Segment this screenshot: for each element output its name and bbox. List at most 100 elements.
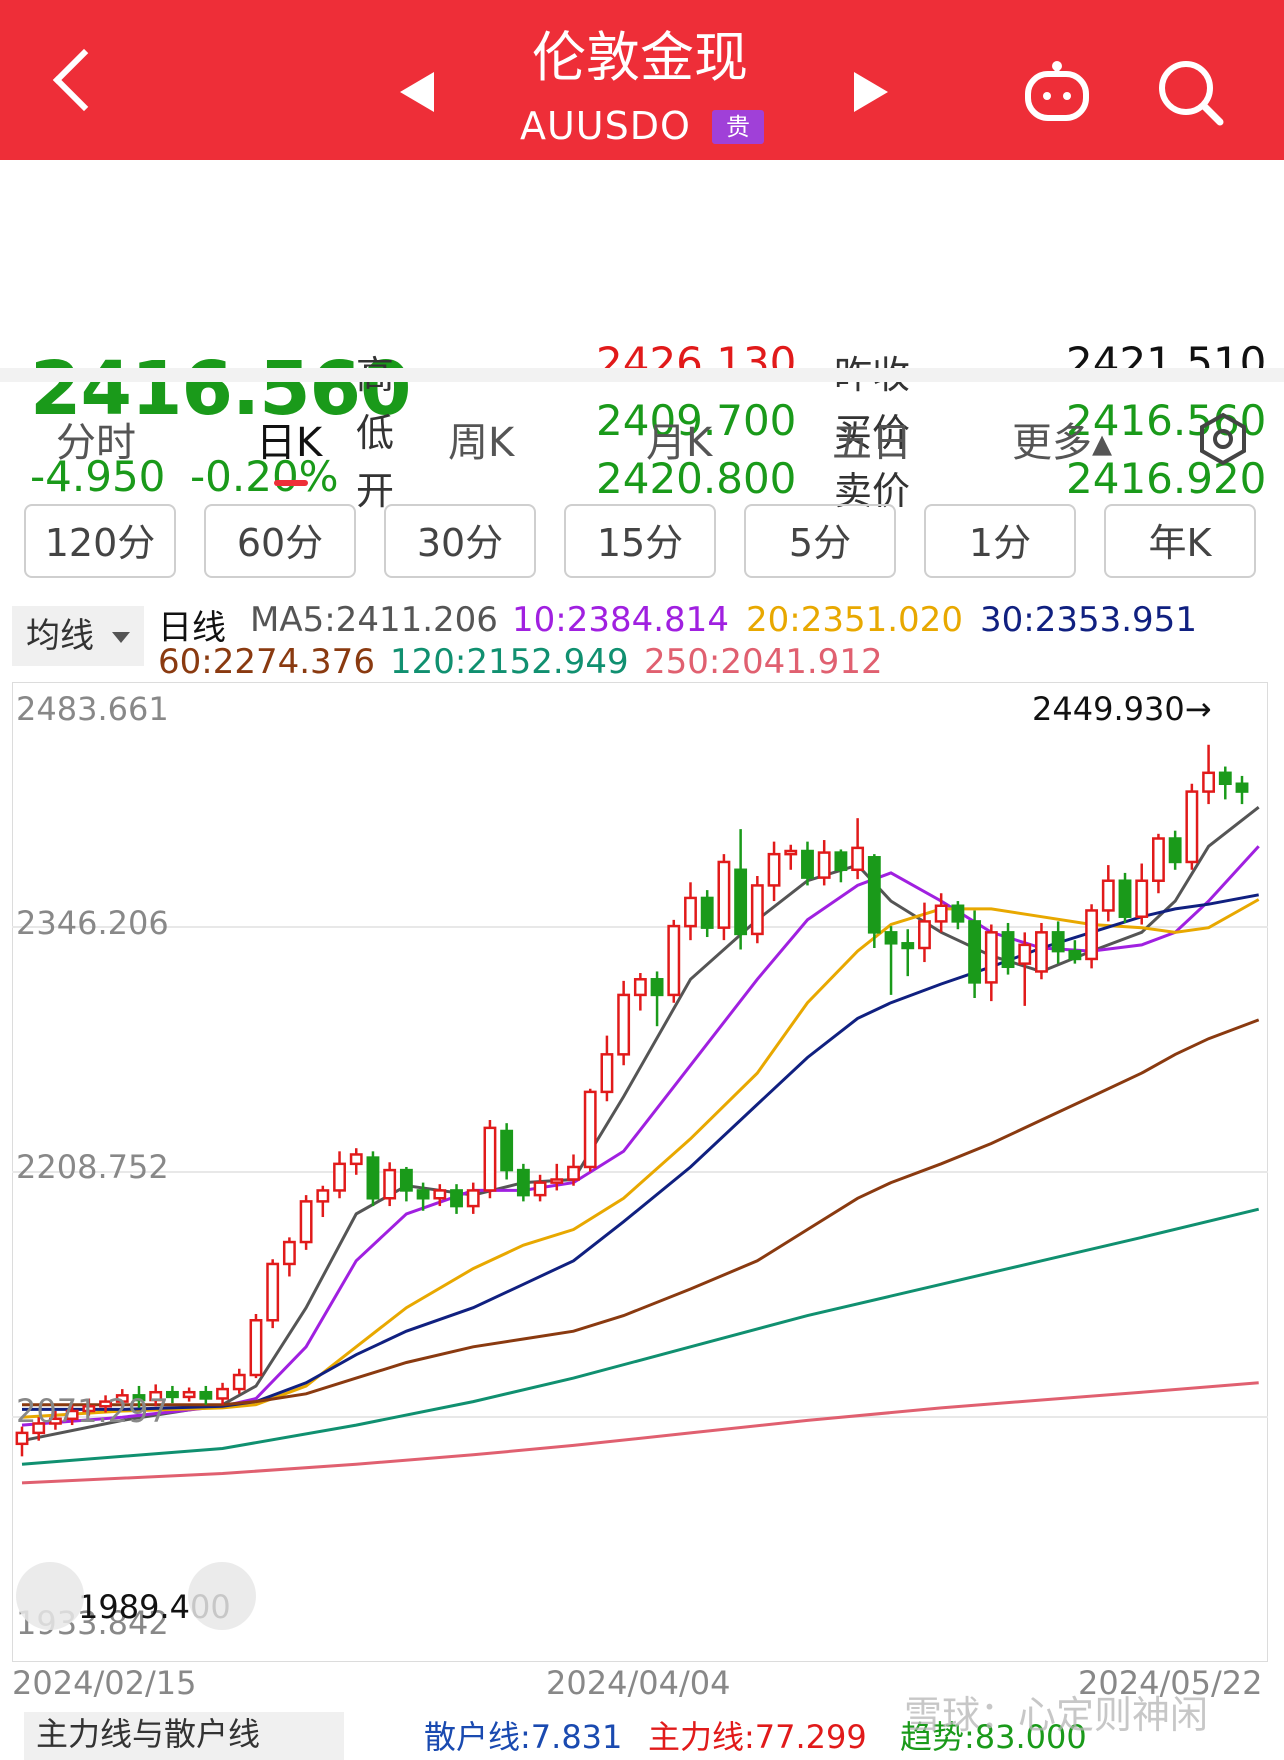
candle: [984, 924, 998, 1002]
candle: [299, 1195, 313, 1250]
y-axis-label: 2346.206: [16, 904, 169, 942]
candle-body: [901, 942, 915, 950]
candle: [968, 910, 982, 999]
candle: [901, 929, 915, 977]
section-divider: [0, 368, 1284, 382]
candle-body: [1085, 909, 1099, 961]
candle-body: [1135, 879, 1149, 918]
ma-line-ma20: [21, 898, 1260, 1419]
back-icon[interactable]: [52, 48, 116, 112]
candle: [934, 893, 948, 933]
price-change: -4.950: [30, 452, 166, 501]
candle-body: [817, 851, 831, 879]
y-axis-label: 2208.752: [16, 1148, 169, 1186]
candle: [1018, 932, 1032, 1006]
period-30min-button[interactable]: 30分: [384, 504, 536, 578]
candle-body: [1152, 837, 1165, 882]
candle-body: [583, 1090, 597, 1169]
last-price: 2416.560: [30, 346, 412, 432]
prev-icon[interactable]: [400, 72, 434, 112]
caret-down-icon: [112, 632, 130, 643]
candle: [851, 818, 865, 880]
next-icon[interactable]: [854, 72, 888, 112]
watermark: 雪球：心定则神闲: [904, 1693, 1209, 1737]
candle: [416, 1182, 430, 1211]
tab-weekly-k[interactable]: 周K: [448, 420, 515, 466]
candle: [216, 1382, 229, 1405]
candle: [149, 1384, 163, 1407]
period-15min-button[interactable]: 15分: [564, 504, 716, 578]
candle: [483, 1120, 497, 1199]
candle-body: [633, 978, 647, 997]
ma-title: 日线: [158, 608, 226, 648]
period-5min-button[interactable]: 5分: [744, 504, 896, 578]
period-60min-button[interactable]: 60分: [204, 504, 356, 578]
candle: [182, 1387, 196, 1402]
candle-body: [132, 1394, 146, 1402]
candle: [1035, 922, 1048, 980]
candle-body: [834, 851, 848, 872]
candle: [1118, 872, 1132, 923]
open-value: 2420.800: [596, 454, 797, 503]
active-tab-indicator: [274, 480, 308, 486]
candle: [884, 926, 898, 995]
tab-more[interactable]: 更多▴: [1012, 420, 1113, 466]
candle: [115, 1389, 129, 1408]
retail-line-value: 散户线:7.831: [424, 1718, 623, 1756]
period-120min-button[interactable]: 120分: [24, 504, 176, 578]
fullscreen-icon[interactable]: [188, 1562, 256, 1630]
candlestick-chart[interactable]: [12, 682, 1268, 1662]
tab-five-day[interactable]: 五日: [832, 420, 912, 466]
candle-body: [884, 931, 898, 945]
tab-timeshare[interactable]: 分时: [56, 420, 136, 466]
ma-selector[interactable]: 均线: [12, 606, 144, 666]
ma-line-ma60: [22, 1018, 1260, 1407]
ma10-value: 10:2384.814: [512, 600, 729, 640]
candle: [1152, 833, 1165, 894]
candle-body: [232, 1373, 246, 1391]
candle: [132, 1385, 146, 1408]
candle-body: [851, 846, 865, 872]
candle: [316, 1185, 330, 1218]
tab-daily-k[interactable]: 日K: [256, 420, 323, 466]
candle: [784, 844, 798, 870]
low-value: 2409.700: [596, 396, 797, 445]
candle: [617, 980, 631, 1066]
candle-body: [784, 849, 798, 856]
candle: [1001, 922, 1015, 975]
indicator-selector[interactable]: 主力线与散户线: [24, 1712, 344, 1760]
candle: [700, 890, 714, 938]
candle: [249, 1314, 263, 1379]
settings-icon[interactable]: [1196, 412, 1250, 466]
candle-body: [600, 1053, 614, 1094]
candle-body: [951, 904, 965, 923]
low-label: 低: [356, 411, 395, 455]
candle: [650, 971, 664, 1027]
candle: [817, 840, 831, 886]
tab-monthly-k[interactable]: 月K: [646, 420, 713, 466]
robot-icon[interactable]: [1022, 58, 1092, 124]
candle: [600, 1035, 614, 1102]
candle: [333, 1151, 346, 1199]
candle-body: [1185, 790, 1199, 864]
candle-body: [717, 860, 731, 929]
ma250-value: 250:2041.912: [644, 642, 883, 682]
search-icon[interactable]: [1156, 58, 1226, 128]
candle-body: [349, 1153, 363, 1166]
ma5-value: MA5:2411.206: [250, 600, 498, 640]
quote-panel: 2416.560 -4.950 -0.20% 高 低 开 2426.130 24…: [0, 160, 1284, 513]
ma20-value: 20:2351.020: [746, 600, 963, 640]
candle-body: [48, 1417, 62, 1425]
candle: [366, 1151, 380, 1207]
candle: [567, 1154, 580, 1186]
candle: [433, 1184, 447, 1207]
ma-line-ma30: [22, 893, 1259, 1411]
candle-body: [918, 920, 931, 950]
candle: [717, 854, 731, 941]
candle-body: [266, 1262, 280, 1322]
period-yearly-k-button[interactable]: 年K: [1104, 504, 1256, 578]
period-1min-button[interactable]: 1分: [924, 504, 1076, 578]
expand-left-icon[interactable]: [16, 1562, 84, 1630]
candle: [1135, 863, 1149, 925]
ma-selector-label: 均线: [26, 616, 94, 656]
